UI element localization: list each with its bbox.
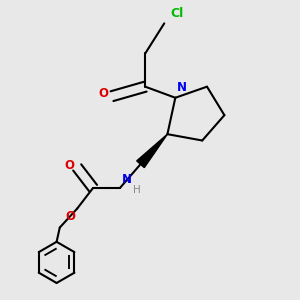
Text: H: H: [133, 184, 141, 195]
Polygon shape: [137, 134, 167, 168]
Text: O: O: [99, 86, 109, 100]
Text: N: N: [122, 173, 131, 186]
Text: O: O: [64, 159, 74, 172]
Text: O: O: [66, 210, 76, 223]
Text: Cl: Cl: [171, 7, 184, 20]
Text: N: N: [177, 81, 187, 94]
